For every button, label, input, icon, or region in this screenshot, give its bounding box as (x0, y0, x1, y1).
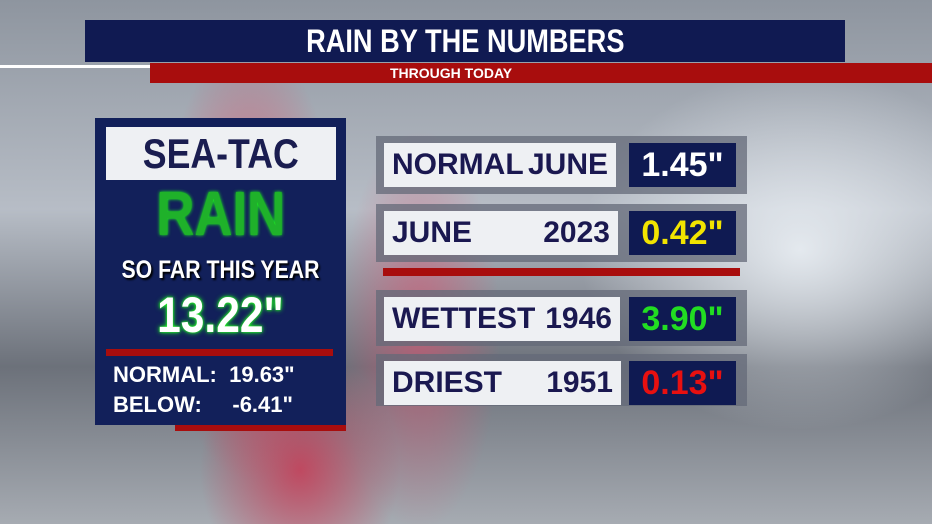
normal-label: NORMAL: (113, 362, 217, 387)
row-label-box: WETTEST 1946 (384, 297, 620, 341)
row-year: JUNE (527, 148, 608, 181)
row-driest: DRIEST 1951 0.13" (376, 354, 747, 406)
row-june-2023: JUNE 2023 0.42" (376, 204, 747, 262)
row-year: 1946 (545, 302, 612, 335)
station-name: SEA-TAC (142, 130, 299, 177)
station-label-box: SEA-TAC (106, 127, 336, 180)
row-label-box: DRIEST 1951 (384, 361, 621, 405)
below-label: BELOW: (113, 392, 202, 417)
title-banner: RAIN BY THE NUMBERS (85, 20, 845, 62)
accent-line (0, 65, 150, 68)
rain-logo: RAIN (95, 182, 346, 248)
row-value: 1.45" (629, 143, 736, 187)
rain-text: RAIN (156, 180, 285, 249)
row-value: 0.13" (629, 361, 736, 405)
row-label: NORMAL (392, 148, 524, 181)
row-year: 1951 (546, 366, 613, 399)
row-label: DRIEST (392, 366, 503, 399)
row-label: JUNE (392, 216, 473, 249)
normal-stat: NORMAL: 19.63" (113, 362, 295, 388)
row-value: 0.42" (629, 211, 736, 255)
normal-value: 19.63" (229, 362, 295, 387)
subtitle-banner: THROUGH TODAY (150, 63, 932, 83)
below-stat: BELOW: -6.41" (113, 392, 293, 418)
row-value: 3.90" (629, 297, 736, 341)
ytd-total: 13.22" (95, 286, 346, 344)
subtitle: THROUGH TODAY (390, 65, 513, 81)
below-value: -6.41" (232, 392, 293, 417)
panel-accent (175, 425, 346, 431)
divider (383, 268, 740, 276)
period-label: SO FAR THIS YEAR (95, 256, 346, 285)
ytd-total-value: 13.22" (157, 287, 284, 343)
row-wettest: WETTEST 1946 3.90" (376, 290, 747, 346)
row-normal-june: NORMAL JUNE 1.45" (376, 136, 747, 194)
row-label-box: JUNE 2023 (384, 211, 618, 255)
row-label-box: NORMAL JUNE (384, 143, 616, 187)
divider (106, 349, 333, 356)
title: RAIN BY THE NUMBERS (305, 23, 625, 59)
row-year: 2023 (543, 216, 610, 249)
period-text: SO FAR THIS YEAR (121, 256, 320, 284)
year-to-date-panel: SEA-TAC RAIN SO FAR THIS YEAR 13.22" NOR… (95, 118, 346, 425)
row-label: WETTEST (392, 302, 536, 335)
